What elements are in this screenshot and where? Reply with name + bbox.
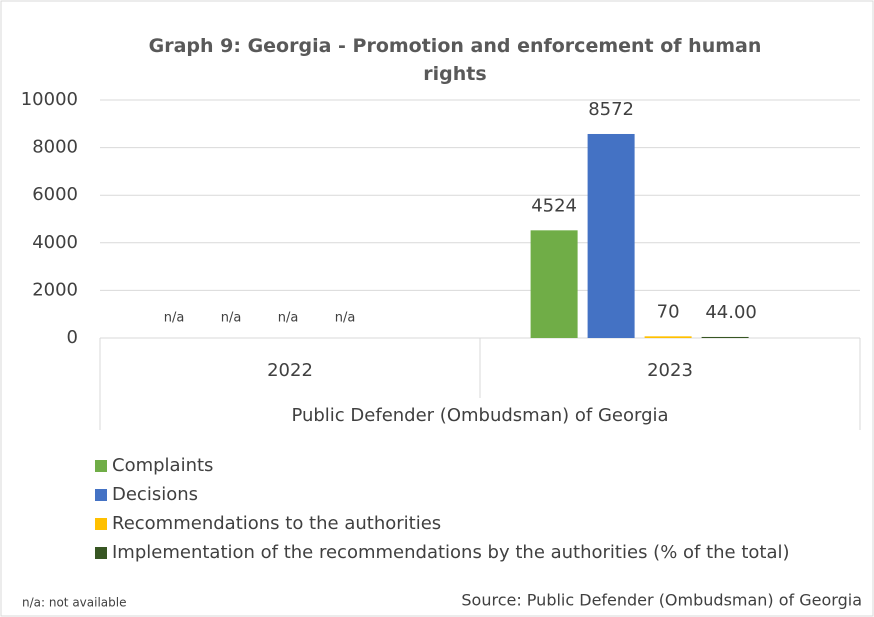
- y-tick-label: 4000: [32, 232, 78, 253]
- legend-swatch: [95, 460, 107, 472]
- y-tick-label: 0: [67, 327, 78, 348]
- legend-label: Implementation of the recommendations by…: [112, 542, 790, 563]
- bar: [644, 336, 692, 338]
- data-label: 70: [657, 301, 680, 322]
- bar: [530, 230, 578, 338]
- y-tick-label: 10000: [21, 89, 78, 110]
- y-tick-label: 8000: [32, 137, 78, 158]
- bar: [587, 133, 635, 338]
- bar: [701, 336, 749, 338]
- legend-label: Complaints: [112, 455, 213, 476]
- legend-swatch: [95, 547, 107, 559]
- x-tick-label: 2022: [267, 360, 313, 381]
- source: Source: Public Defender (Ombudsman) of G…: [461, 591, 862, 610]
- data-label: 4524: [531, 195, 577, 216]
- legend-label: Decisions: [112, 484, 198, 505]
- footnote: n/a: not available: [22, 596, 127, 610]
- data-label: n/a: [221, 311, 242, 326]
- y-tick-label: 2000: [32, 279, 78, 300]
- x-tick-label: 2023: [647, 360, 693, 381]
- category-group-label: Public Defender (Ombudsman) of Georgia: [291, 405, 668, 426]
- legend-label: Recommendations to the authorities: [112, 513, 441, 534]
- data-label: 8572: [588, 99, 634, 120]
- legend-swatch: [95, 518, 107, 530]
- chart-title: Graph 9: Georgia - Promotion and enforce…: [148, 35, 762, 85]
- data-label: n/a: [164, 311, 185, 326]
- y-tick-label: 6000: [32, 184, 78, 205]
- data-label: 44.00: [705, 302, 757, 323]
- legend-swatch: [95, 489, 107, 501]
- data-label: n/a: [278, 311, 299, 326]
- data-label: n/a: [335, 311, 356, 326]
